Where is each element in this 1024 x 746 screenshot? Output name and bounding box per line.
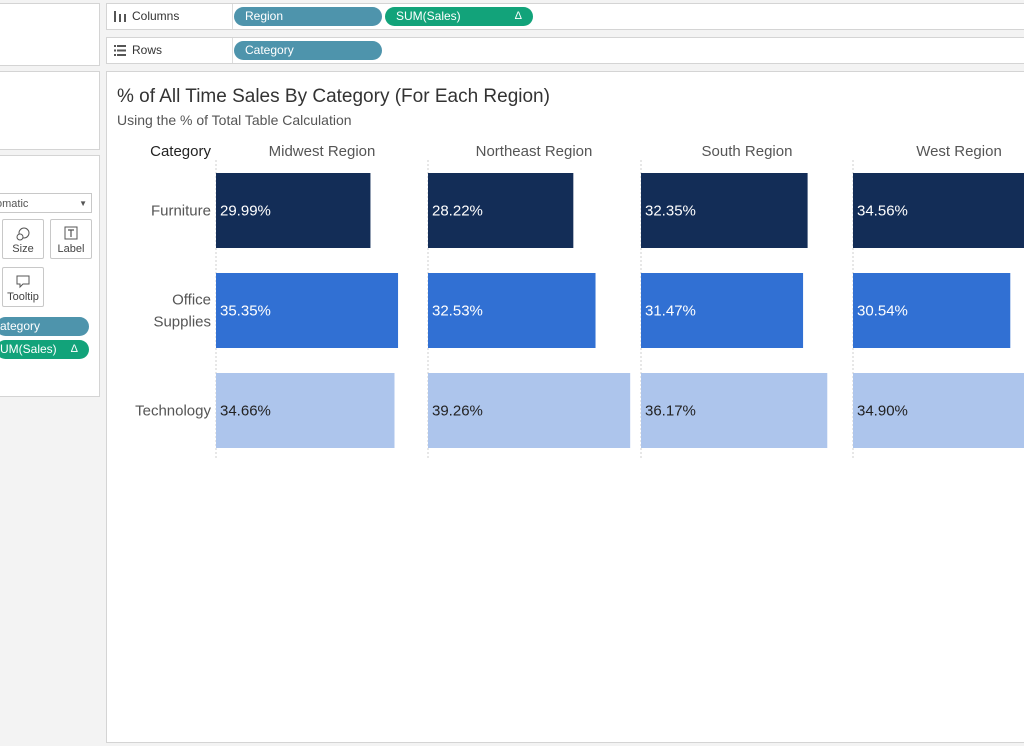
filters-card (0, 3, 100, 66)
region-pill[interactable]: Region (234, 7, 382, 26)
row-header: Category (150, 143, 211, 160)
pill-text: Category (245, 43, 294, 57)
data-label: 28.22% (432, 203, 483, 220)
bar (641, 373, 828, 448)
data-label: 29.99% (220, 203, 271, 220)
tooltip-label: Tooltip (7, 291, 39, 303)
delta-icon: Δ (70, 343, 78, 355)
data-label: 32.35% (645, 203, 696, 220)
pill-text: SUM(Sales) (396, 9, 461, 23)
columns-icon (114, 11, 126, 22)
data-label: 34.56% (857, 203, 908, 220)
label-button[interactable]: Label (50, 219, 92, 259)
data-label: 31.47% (645, 303, 696, 320)
marks-category-pill[interactable]: ategory (0, 317, 89, 336)
bar (216, 273, 399, 348)
column-header: West Region (916, 143, 1002, 160)
rows-label: Rows (132, 43, 163, 57)
bar (428, 373, 631, 448)
category-label: Technology (135, 403, 211, 420)
bar (853, 173, 1024, 248)
size-label: Size (12, 243, 34, 255)
bar (216, 173, 371, 248)
rows-shelf-title: Rows (107, 38, 233, 63)
columns-shelf-title: Columns (107, 4, 233, 29)
data-label: 32.53% (432, 303, 483, 320)
chevron-down-icon: ▼ (79, 199, 87, 208)
data-label: 34.66% (220, 403, 271, 420)
bar (853, 373, 1024, 448)
column-header: Northeast Region (476, 143, 593, 160)
bar (216, 373, 395, 448)
pill-text: ategory (0, 319, 41, 333)
category-label: Office (172, 292, 211, 309)
column-header: Midwest Region (269, 143, 376, 160)
category-pill[interactable]: Category (234, 41, 382, 60)
text-label-icon (64, 226, 78, 240)
rows-icon (114, 45, 126, 56)
columns-label: Columns (132, 9, 180, 23)
bar (641, 173, 808, 248)
pages-card (0, 71, 100, 150)
sum-sales-pill[interactable]: SUM(Sales) Δ (385, 7, 533, 26)
size-button[interactable]: Size (2, 219, 44, 259)
tooltip-button[interactable]: Tooltip (2, 267, 44, 307)
pill-text: Region (245, 9, 284, 23)
bar (641, 273, 804, 348)
data-label: 34.90% (857, 403, 908, 420)
marks-sum-sales-pill[interactable]: UM(Sales) Δ (0, 340, 89, 359)
column-header: South Region (702, 143, 793, 160)
data-label: 39.26% (432, 403, 483, 420)
tooltip-icon (16, 275, 30, 289)
delta-icon: Δ (514, 10, 522, 22)
label-label: Label (57, 243, 85, 255)
chart-title: % of All Time Sales By Category (For Eac… (117, 86, 550, 107)
chart-subtitle: Using the % of Total Table Calculation (117, 112, 352, 128)
columns-shelf[interactable]: Columns Region SUM(Sales) Δ (106, 3, 1024, 30)
data-label: 30.54% (857, 303, 908, 320)
pill-text: UM(Sales) (0, 342, 57, 356)
bar (428, 173, 574, 248)
category-label: Furniture (151, 203, 211, 220)
rows-shelf[interactable]: Rows Category (106, 37, 1024, 64)
bar (428, 273, 596, 348)
size-icon (16, 227, 30, 241)
data-label: 35.35% (220, 303, 271, 320)
category-label: Supplies (153, 314, 211, 331)
mark-type-dropdown[interactable]: omatic ▼ (0, 193, 92, 213)
mark-type-value: omatic (0, 198, 29, 210)
data-label: 36.17% (645, 403, 696, 420)
bar (853, 273, 1011, 348)
marks-card: omatic ▼ Size Label Tooltip ategory UM(S… (0, 155, 100, 397)
